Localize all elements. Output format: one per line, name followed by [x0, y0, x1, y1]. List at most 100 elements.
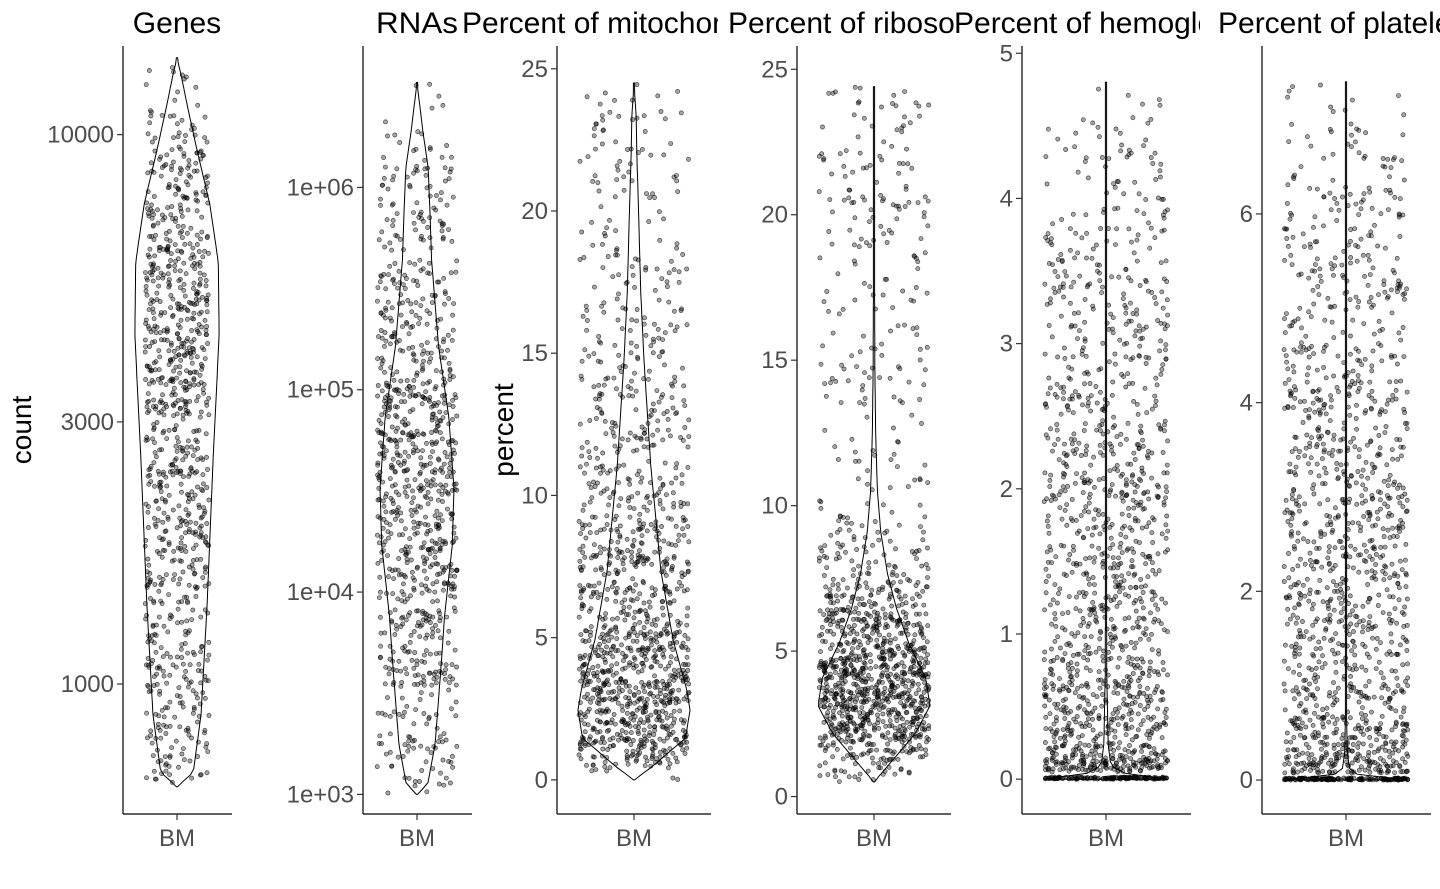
data-point: [1164, 470, 1170, 476]
data-point: [656, 399, 662, 405]
data-point: [821, 157, 826, 163]
data-point: [165, 249, 171, 255]
data-point: [158, 645, 164, 650]
data-point: [627, 430, 633, 436]
data-point: [425, 529, 431, 534]
data-point: [177, 558, 183, 564]
data-point: [631, 448, 636, 454]
data-point: [201, 505, 206, 511]
data-point: [860, 383, 866, 388]
data-point: [586, 353, 592, 359]
data-point: [859, 699, 864, 705]
data-point: [386, 671, 392, 677]
data-point: [601, 683, 607, 688]
data-point: [829, 171, 834, 177]
data-point: [165, 705, 170, 711]
data-point: [1049, 621, 1054, 627]
data-point: [409, 569, 415, 575]
data-point: [191, 377, 197, 383]
data-point: [906, 687, 912, 693]
data-point: [900, 161, 906, 167]
data-point: [668, 732, 673, 737]
data-point: [149, 740, 155, 746]
data-point: [452, 609, 458, 614]
data-point: [583, 303, 589, 309]
data-point: [877, 632, 882, 638]
data-point: [1156, 195, 1161, 201]
data-point: [1140, 590, 1146, 595]
data-point: [195, 394, 201, 400]
data-point: [915, 266, 921, 272]
data-point: [388, 395, 394, 401]
data-point: [180, 746, 186, 751]
data-point: [895, 622, 901, 627]
data-point: [603, 431, 609, 436]
data-point: [412, 531, 418, 537]
data-point: [895, 464, 900, 470]
data-point: [623, 678, 629, 684]
data-point: [685, 569, 691, 575]
data-point: [423, 389, 428, 395]
data-point: [400, 282, 406, 287]
data-point: [449, 238, 455, 244]
data-point: [385, 186, 391, 192]
data-point: [417, 315, 423, 321]
data-point: [410, 441, 416, 447]
data-point: [917, 734, 923, 740]
data-point: [182, 404, 188, 409]
data-point: [922, 645, 927, 651]
data-point: [864, 623, 870, 629]
data-point: [682, 403, 688, 408]
data-point: [179, 228, 185, 234]
data-point: [660, 605, 665, 611]
data-point: [601, 546, 607, 552]
data-point: [433, 651, 439, 656]
data-point: [433, 623, 438, 628]
data-point: [854, 547, 859, 552]
data-point: [874, 179, 879, 185]
data-point: [424, 440, 429, 446]
data-point: [664, 279, 670, 285]
data-point: [435, 400, 441, 406]
data-point: [919, 563, 925, 569]
data-point: [1120, 471, 1125, 477]
data-point: [870, 755, 875, 761]
data-point: [153, 776, 159, 782]
data-point: [1134, 619, 1140, 625]
data-point: [441, 461, 447, 467]
data-point: [184, 316, 190, 322]
data-point: [818, 499, 824, 505]
data-point: [673, 675, 679, 680]
data-point: [613, 598, 619, 604]
data-point: [616, 680, 622, 686]
y-tick-label: 1e+05: [287, 377, 354, 404]
data-point: [414, 530, 420, 536]
data-point: [900, 716, 905, 722]
data-point: [585, 154, 591, 159]
data-point: [910, 681, 916, 686]
data-point: [683, 662, 688, 667]
data-point: [916, 548, 922, 553]
data-point: [1118, 431, 1124, 437]
data-point: [641, 558, 646, 564]
data-point: [173, 456, 179, 462]
data-point: [637, 512, 643, 517]
data-point: [680, 747, 685, 753]
data-point: [840, 577, 846, 583]
data-point: [193, 529, 198, 535]
violin-shape: [818, 86, 930, 783]
data-point: [383, 491, 389, 497]
data-point: [878, 223, 884, 229]
data-point: [183, 74, 189, 80]
data-point: [605, 375, 611, 381]
data-point: [429, 439, 435, 445]
data-point: [169, 167, 174, 173]
data-point: [389, 568, 395, 573]
data-point: [646, 733, 652, 738]
data-point: [686, 681, 691, 687]
data-point: [913, 611, 919, 617]
data-point: [922, 462, 928, 468]
data-point: [639, 475, 645, 481]
data-point: [391, 709, 397, 715]
data-point: [841, 722, 847, 728]
